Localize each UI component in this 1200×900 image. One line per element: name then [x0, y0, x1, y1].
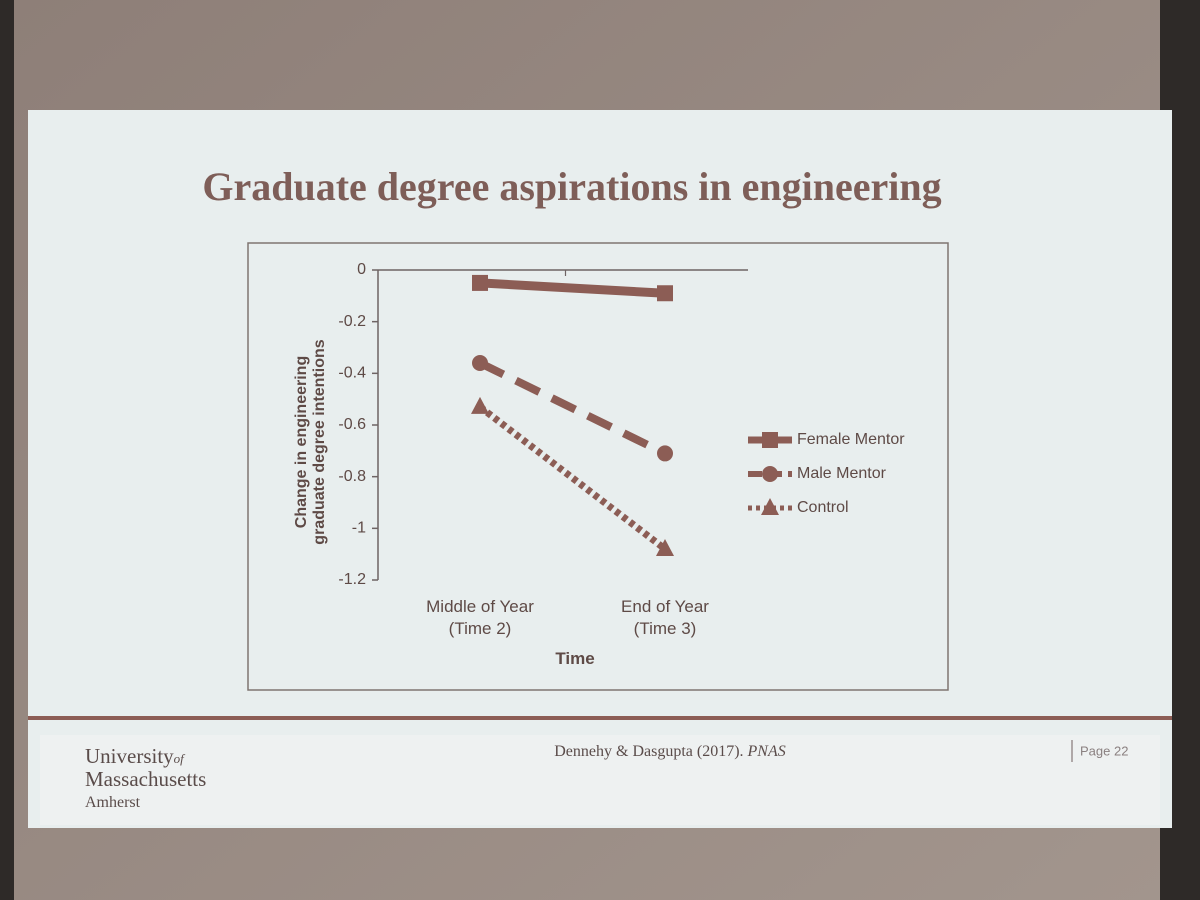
- page-number: Page 22: [1080, 743, 1128, 758]
- series-line: [477, 404, 668, 552]
- logo-line: University: [85, 744, 174, 768]
- citation-journal: PNAS: [747, 743, 786, 760]
- legend-marker: [762, 432, 778, 448]
- marker: [657, 285, 673, 302]
- legend-label: Control: [797, 499, 849, 516]
- x-tick-label: Middle of Year (Time 2): [426, 597, 534, 638]
- series-line: [478, 359, 667, 458]
- legend-marker: [762, 466, 778, 482]
- y-tick-label: -0.8: [338, 468, 366, 485]
- x-tick-label: End of Year (Time 3): [621, 597, 709, 638]
- y-tick-label: -1: [352, 520, 366, 537]
- y-tick-label: -0.6: [338, 416, 366, 433]
- marker: [472, 355, 488, 371]
- logo: Universityof Massachusetts Amherst: [85, 746, 206, 813]
- marker: [656, 539, 674, 556]
- x-axis-label: Time: [555, 649, 595, 668]
- citation: Dennehy & Dasgupta (2017). PNAS: [500, 743, 840, 761]
- slide: [28, 110, 1172, 828]
- legend-label: Male Mentor: [797, 465, 887, 482]
- logo-line: Amherst: [85, 794, 141, 811]
- y-tick-label: 0: [357, 261, 366, 278]
- y-tick-label: -1.2: [338, 571, 366, 588]
- chart-frame: [247, 242, 949, 691]
- y-axis-label: Change in engineering graduate degree in…: [293, 339, 328, 545]
- legend-marker: [761, 498, 779, 515]
- y-tick-label: -0.4: [338, 365, 366, 382]
- marker: [472, 274, 488, 291]
- citation-authors: Dennehy & Dasgupta (2017).: [554, 743, 748, 760]
- marker: [471, 396, 489, 414]
- logo-line: Massachusetts: [85, 767, 207, 791]
- logo-of: of: [173, 751, 184, 766]
- y-tick-label: -0.2: [338, 313, 366, 330]
- series-line: [479, 278, 666, 298]
- marker: [657, 445, 673, 462]
- legend-label: Female Mentor: [797, 431, 905, 448]
- footer-band: [40, 735, 1160, 825]
- chart-title: Graduate degree aspirations in engineeri…: [202, 164, 941, 209]
